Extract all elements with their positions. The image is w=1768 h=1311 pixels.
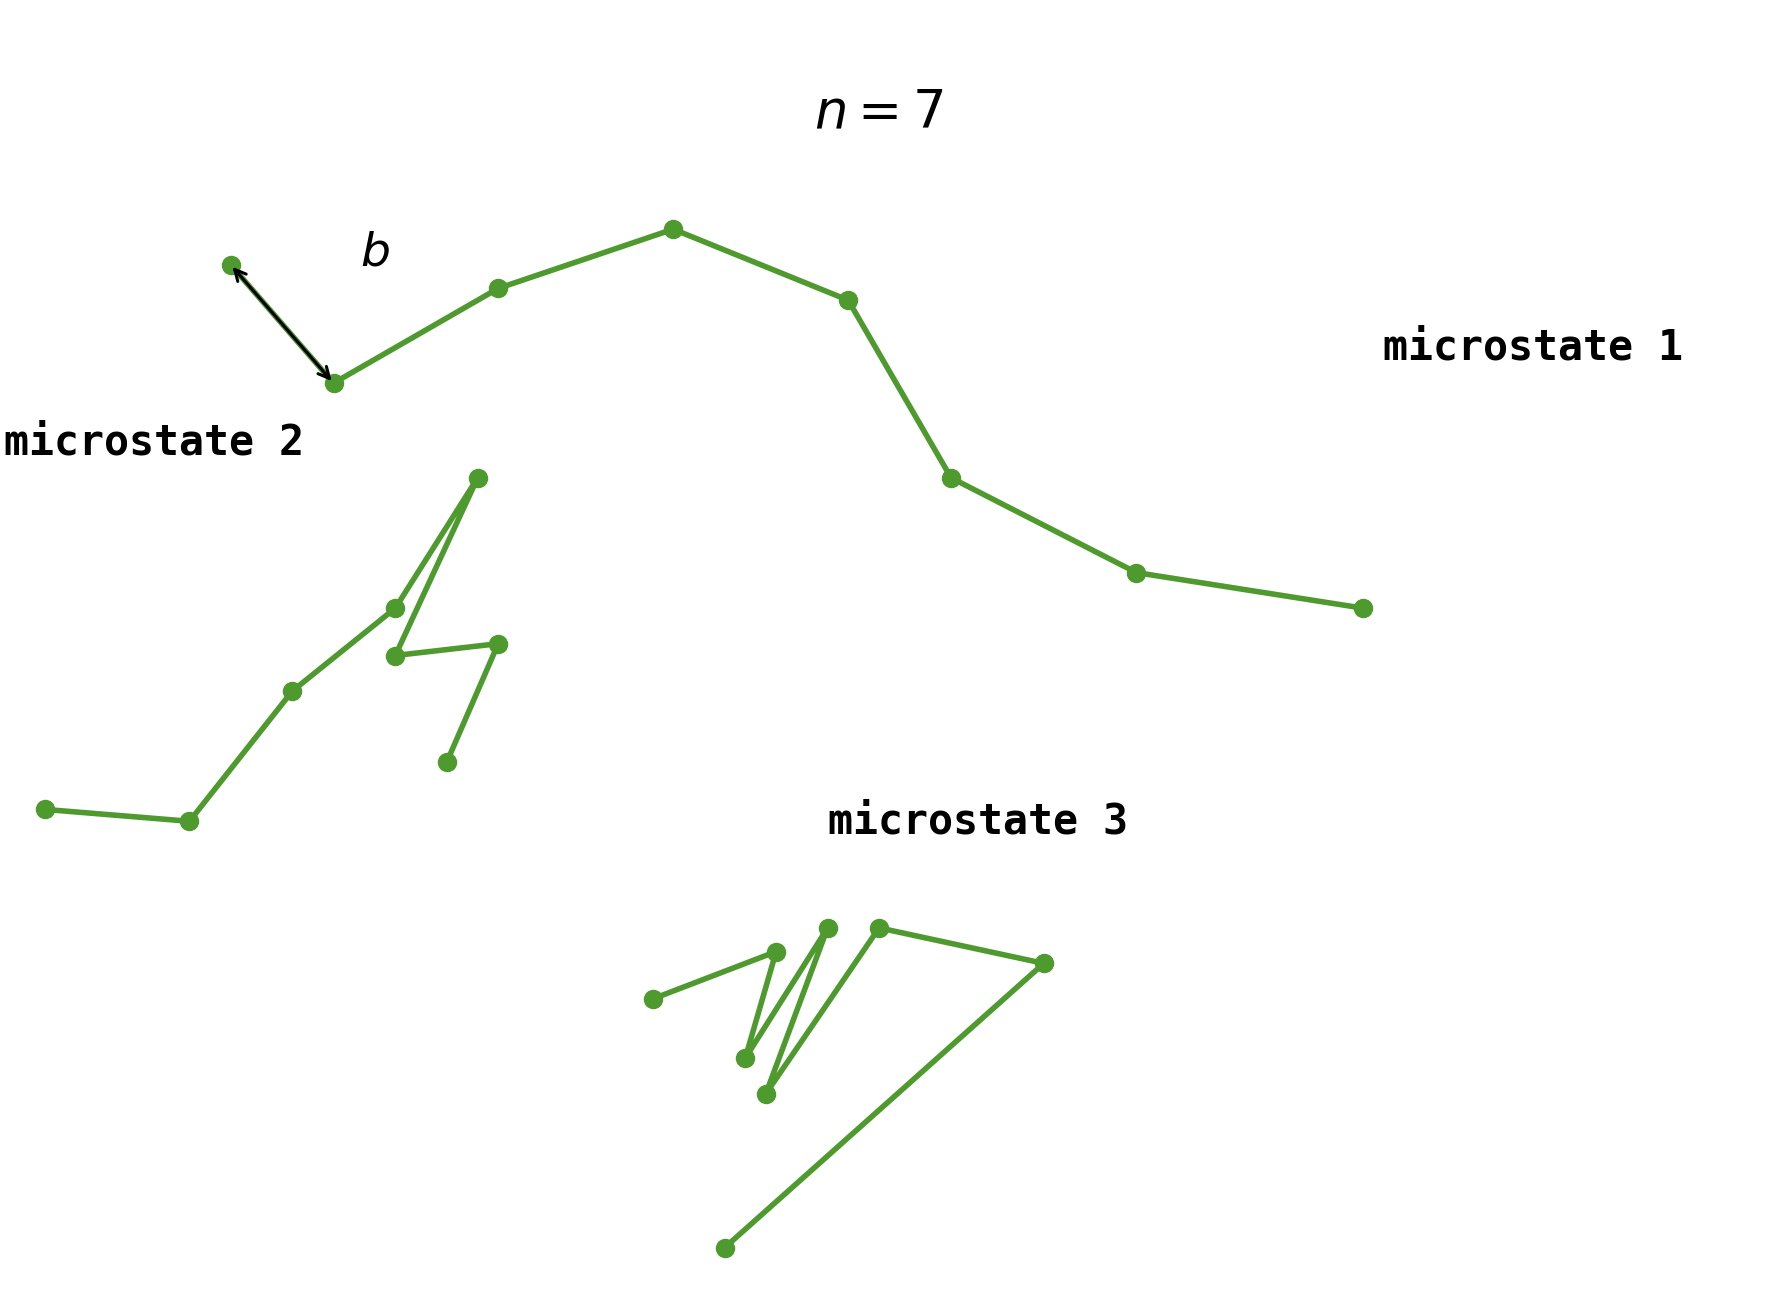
Text: microstate 1: microstate 1 [1383, 326, 1683, 368]
Text: microstate 3: microstate 3 [827, 800, 1128, 842]
Text: $n = 7$: $n = 7$ [815, 87, 944, 139]
Text: $b$: $b$ [361, 231, 389, 275]
Text: microstate 2: microstate 2 [4, 421, 304, 463]
